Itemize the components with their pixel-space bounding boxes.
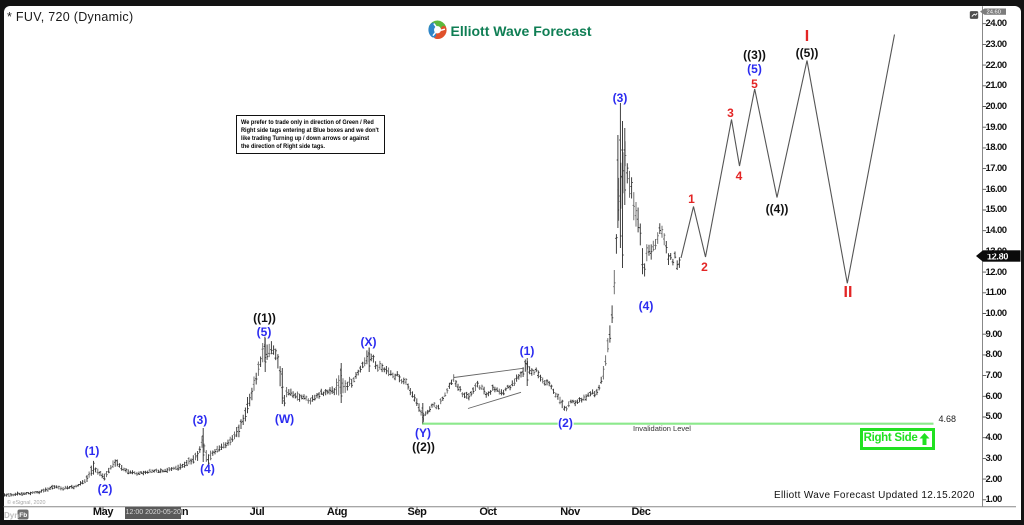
svg-text:Fb: Fb [19, 512, 27, 519]
svg-text:24.60: 24.60 [987, 10, 1002, 16]
svg-text:12.80: 12.80 [987, 252, 1008, 262]
